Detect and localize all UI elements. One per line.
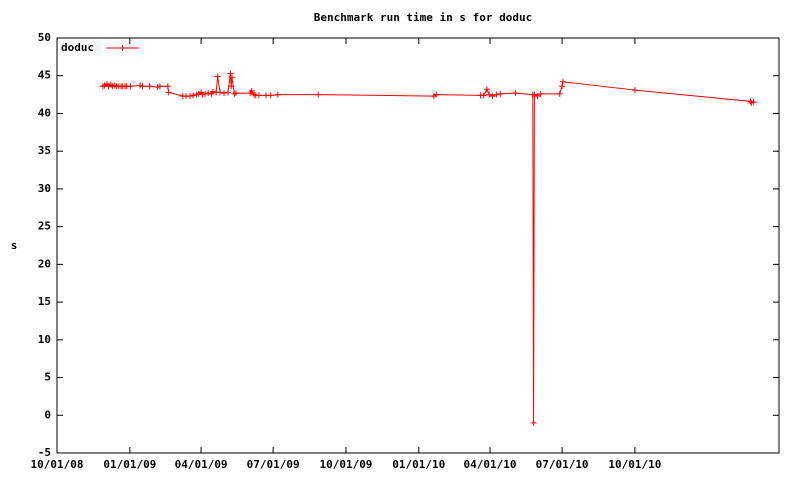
x-tick-label: 01/01/10 [392,458,445,471]
point-marker [202,90,209,97]
point-marker [255,92,262,99]
point-marker [559,78,566,85]
point-marker [480,92,487,99]
y-tick-label: 45 [38,69,51,82]
y-tick-label: 50 [38,31,51,44]
point-marker [631,87,638,94]
point-marker [209,88,216,95]
y-tick-label: 35 [38,144,51,157]
point-marker [530,419,537,426]
point-marker [190,92,197,99]
x-tick-label: 10/01/10 [608,458,661,471]
y-tick-label: 5 [44,371,51,384]
x-tick-label: 01/01/09 [103,458,156,471]
point-marker [534,93,541,100]
point-marker [497,90,504,97]
y-tick-label: 30 [38,182,51,195]
point-marker [537,90,544,97]
point-marker [165,89,172,96]
point-marker [146,83,153,90]
point-marker [187,93,193,100]
point-marker [248,87,255,94]
point-marker [217,89,224,96]
x-tick-label: 04/01/10 [464,458,517,471]
point-marker [274,91,281,98]
x-tick-label: 10/01/08 [31,458,84,471]
y-tick-label: -5 [38,446,51,459]
y-tick-label: 25 [38,220,51,233]
legend-marker [119,45,126,51]
point-marker [228,83,235,90]
y-tick-label: 40 [38,106,51,119]
point-marker [139,83,146,90]
point-marker [315,91,322,98]
point-marker [221,90,228,97]
point-marker [556,90,563,97]
point-marker [225,89,231,96]
x-tick-label: 07/01/10 [536,458,589,471]
point-marker [267,92,274,99]
y-tick-label: 0 [44,408,51,421]
point-marker [232,90,239,97]
point-marker [750,99,757,106]
point-marker [486,91,493,98]
point-marker [483,86,490,93]
point-marker [205,90,212,97]
point-marker [156,83,163,90]
chart-title: Benchmark run time in s for doduc [314,11,533,24]
y-axis-label: s [11,239,18,252]
point-marker [512,90,519,97]
point-marker [214,73,221,80]
point-marker [559,83,566,90]
point-marker [489,93,496,100]
x-tick-label: 10/01/09 [319,458,372,471]
point-marker [433,91,440,98]
point-marker [127,83,134,90]
point-marker [227,70,234,77]
legend-label: doduc [61,41,94,54]
x-tick-label: 04/01/09 [175,458,228,471]
point-marker [493,91,500,98]
point-marker [228,74,235,81]
y-tick-label: 15 [38,295,51,308]
point-marker [531,91,538,98]
plot-frame [56,37,780,454]
x-tick-label: 07/01/09 [247,458,300,471]
y-tick-label: 20 [38,257,51,270]
point-marker [164,83,171,90]
y-tick-label: 10 [38,333,51,346]
